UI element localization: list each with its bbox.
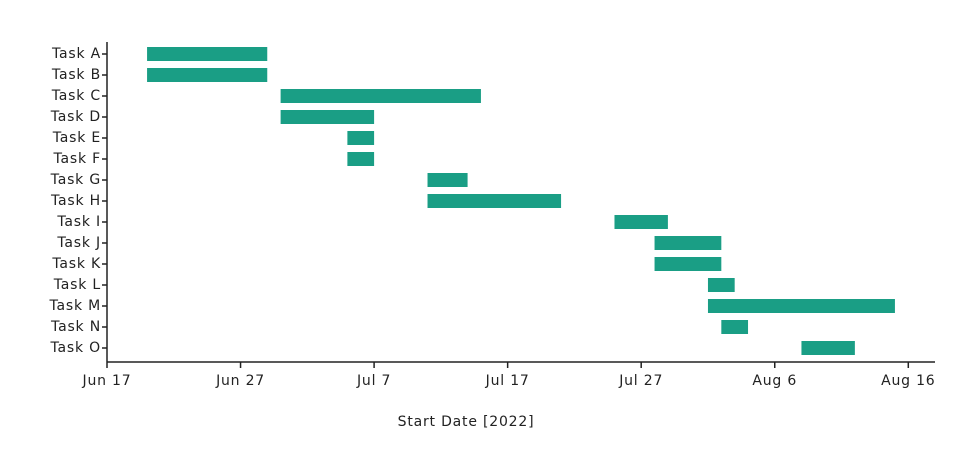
y-tick-label: Task I <box>56 214 101 230</box>
y-tick-label: Task L <box>53 277 101 293</box>
bar <box>654 257 722 271</box>
x-tick-label: Aug 6 <box>752 373 797 389</box>
x-tick-label: Jun 17 <box>82 373 132 389</box>
y-tick-label: Task B <box>51 67 101 83</box>
bar <box>707 299 895 313</box>
y-tick-label: Task E <box>52 130 101 146</box>
y-tick-label: Task G <box>50 172 101 188</box>
y-tick-label: Task J <box>56 235 101 251</box>
bar <box>280 110 375 124</box>
bar <box>721 320 749 334</box>
x-axis-title: Start Date [2022] <box>398 414 535 430</box>
y-tick-label: Task D <box>50 109 101 125</box>
bar <box>707 278 735 292</box>
x-tick-label: Aug 16 <box>881 373 935 389</box>
bar <box>347 152 375 166</box>
y-tick-label: Task A <box>51 46 101 62</box>
bar <box>801 341 855 355</box>
x-tick-label: Jul 17 <box>485 373 530 389</box>
bar <box>147 47 268 61</box>
x-tick-label: Jul 27 <box>618 373 663 389</box>
y-tick-label: Task O <box>50 340 102 356</box>
y-tick-label: Task C <box>51 88 101 104</box>
bar <box>347 131 375 145</box>
bar <box>614 215 668 229</box>
x-tick-label: Jun 27 <box>215 373 265 389</box>
bar <box>654 236 722 250</box>
y-tick-label: Task K <box>51 256 101 272</box>
bar <box>147 68 268 82</box>
y-tick-label: Task M <box>48 298 101 314</box>
y-tick-label: Task F <box>52 151 101 167</box>
bar <box>427 194 562 208</box>
x-tick-label: Jul 7 <box>356 373 391 389</box>
bar <box>427 173 468 187</box>
y-tick-label: Task N <box>50 319 101 335</box>
bar <box>280 89 481 103</box>
y-tick-label: Task H <box>50 193 101 209</box>
